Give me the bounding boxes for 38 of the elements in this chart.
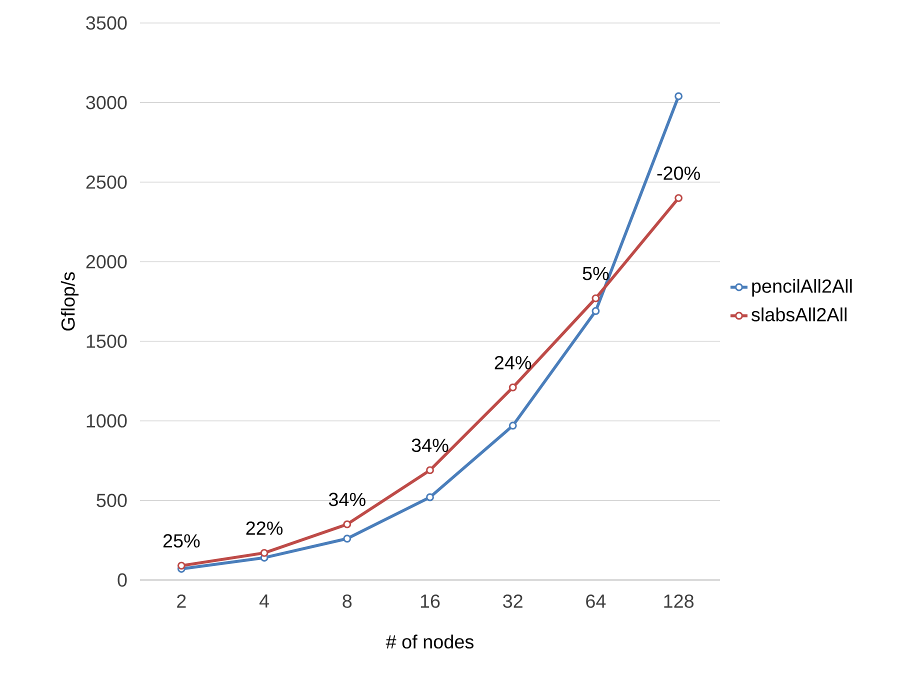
y-tick-label: 500 (96, 494, 127, 508)
point (426, 466, 434, 474)
y-tick-label: 3000 (86, 96, 127, 110)
y-tick-label: 1000 (86, 414, 127, 428)
y-tick-label: 2500 (86, 175, 127, 189)
x-axis-title: # of nodes (386, 634, 474, 649)
y-tick-label: 2000 (86, 255, 127, 268)
x-tick-label: 128 (664, 594, 694, 608)
point (508, 422, 517, 430)
point (426, 493, 434, 502)
annotation: 34% (412, 438, 448, 452)
legend-label: pencilAll2All (752, 278, 852, 297)
point (674, 92, 683, 100)
y-tick-label: 1500 (86, 334, 127, 348)
x-tick-label: 4 (259, 594, 269, 608)
y-tick-label: 3500 (86, 16, 127, 30)
annotation: 25% (163, 534, 200, 548)
point (592, 294, 600, 302)
point (592, 307, 600, 316)
x-tick-label: 8 (342, 594, 352, 608)
point (508, 383, 517, 392)
y-tick-label: 0 (118, 573, 127, 587)
point (343, 520, 352, 528)
annotation: 24% (494, 356, 532, 370)
annotation: 34% (328, 492, 366, 506)
x-tick-label: 64 (586, 594, 606, 608)
point (343, 534, 352, 543)
annotation: 22% (246, 521, 283, 535)
point (260, 548, 268, 557)
x-tick-label: 32 (503, 594, 522, 608)
y-axis-title: Gflop/s (60, 272, 79, 331)
x-tick-label: 16 (420, 594, 440, 608)
legend-label: slabsAll2All (752, 307, 846, 322)
x-tick-label: 2 (177, 594, 186, 608)
point (177, 562, 186, 570)
point (674, 194, 683, 202)
annotation: -20% (657, 166, 700, 180)
annotation: 5% (582, 266, 609, 280)
